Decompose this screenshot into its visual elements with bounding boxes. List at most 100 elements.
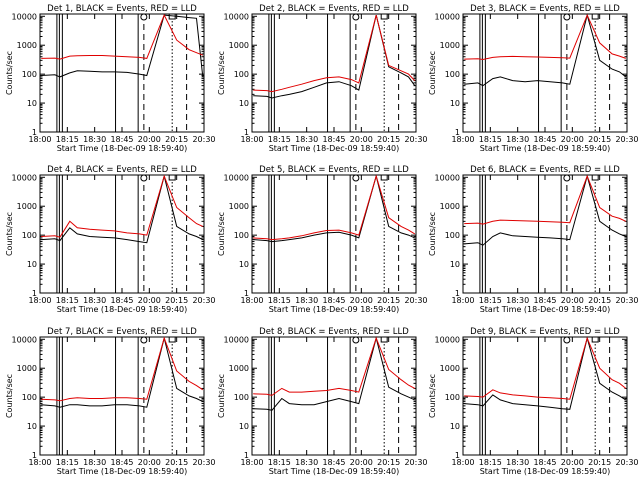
x-tick-label: 20:00 [350,135,373,144]
series-line-events [41,337,204,408]
x-tick-label: 18:30 [83,135,106,144]
y-tick-label: 1 [455,289,460,298]
y-tick-label: 1000 [17,364,37,373]
x-tick-label: 18:45 [110,458,133,467]
panel-det-2: Det 2, BLACK = Events, RED = LLD 1 10 100 10… [217,4,428,153]
flare-square-marker [168,174,176,181]
flare-circle-marker [352,336,360,344]
y-tick-label: 10 [27,99,37,108]
series-line-lld [253,174,416,241]
y-axis-label: Counts/sec [217,374,226,418]
y-tick-label: 10000 [224,335,249,344]
panel-title: Det 6, BLACK = Events, RED = LLD [470,165,620,175]
x-tick-label: 18:15 [268,135,291,144]
x-axis-label: Start Time (18-Dec-09 18:59:40) [480,144,611,153]
x-tick-label: 18:45 [322,135,345,144]
y-tick-label: 10 [450,260,460,269]
x-tick-label: 20:15 [588,458,611,467]
y-tick-label: 1000 [440,41,460,50]
x-tick-label: 18:15 [268,458,291,467]
x-tick-label: 20:00 [138,458,161,467]
x-tick-label: 20:30 [615,296,638,305]
y-tick-label: 1 [455,128,460,137]
x-tick-label: 18:15 [56,296,79,305]
y-tick-label: 100 [445,231,460,240]
y-axis-label: Counts/sec [217,212,226,256]
series-line-events [253,14,416,99]
plot-frame [462,336,628,456]
x-tick-label: 18:00 [451,296,474,305]
plot-frame [39,336,205,456]
panel-det-5: Det 5, BLACK = Events, RED = LLD 1 10 100 10… [217,165,428,314]
x-tick-label: 18:00 [240,296,263,305]
x-tick-label: 18:30 [295,135,318,144]
y-tick-label: 1000 [17,41,37,50]
plot-frame [462,13,628,133]
x-tick-label: 18:00 [28,135,51,144]
series-line-lld [41,336,204,402]
panel-det-1: Det 1, BLACK = Events, RED = LLD 1 10 100 10… [5,4,216,153]
x-tick-label: 20:15 [165,296,188,305]
y-tick-label: 100 [22,70,37,79]
x-tick-label: 18:45 [110,296,133,305]
flare-square-marker [380,336,388,343]
y-axis-label: Counts/sec [5,374,14,418]
y-tick-label: 100 [445,393,460,402]
y-tick-label: 1000 [440,364,460,373]
x-axis-label: Start Time (18-Dec-09 18:59:40) [269,144,400,153]
y-tick-label: 1 [244,289,249,298]
x-tick-label: 20:15 [165,135,188,144]
x-axis-label: Start Time (18-Dec-09 18:59:40) [480,467,611,476]
plot-frame [251,336,417,456]
x-tick-label: 20:15 [165,458,188,467]
x-tick-label: 18:30 [295,296,318,305]
y-axis-label: Counts/sec [217,51,226,95]
x-tick-label: 20:15 [377,458,400,467]
flare-square-marker [591,13,599,20]
x-tick-label: 20:00 [138,135,161,144]
x-tick-label: 20:30 [404,458,427,467]
x-tick-label: 18:45 [322,458,345,467]
x-tick-label: 20:00 [561,296,584,305]
x-tick-label: 18:30 [506,135,529,144]
flare-square-marker [380,13,388,20]
y-tick-label: 10000 [435,173,460,182]
x-tick-label: 20:00 [561,458,584,467]
y-axis-label: Counts/sec [428,51,437,95]
panel-det-7: Det 7, BLACK = Events, RED = LLD 1 10 100 10… [5,327,216,476]
y-tick-label: 100 [234,70,249,79]
x-tick-label: 20:30 [404,296,427,305]
series-line-lld [464,174,627,225]
x-tick-label: 18:30 [506,458,529,467]
panel-det-3: Det 3, BLACK = Events, RED = LLD 1 10 100 10… [428,4,639,153]
flare-circle-marker [352,13,360,21]
x-tick-label: 20:00 [350,296,373,305]
x-tick-label: 20:30 [615,458,638,467]
y-tick-label: 1000 [440,202,460,211]
y-tick-label: 1000 [229,364,249,373]
y-tick-label: 1 [244,451,249,460]
x-axis-label: Start Time (18-Dec-09 18:59:40) [480,305,611,314]
panel-title: Det 1, BLACK = Events, RED = LLD [47,4,197,14]
y-tick-label: 1 [244,128,249,137]
series-line-lld [464,336,627,400]
y-tick-label: 1000 [229,202,249,211]
flare-circle-marker [563,13,571,21]
x-tick-label: 20:00 [561,135,584,144]
x-tick-label: 18:00 [28,458,51,467]
x-axis-label: Start Time (18-Dec-09 18:59:40) [269,467,400,476]
x-tick-label: 18:45 [533,135,556,144]
x-tick-label: 18:00 [240,458,263,467]
plot-frame [462,174,628,294]
y-tick-label: 1000 [17,202,37,211]
series-line-lld [253,336,416,396]
panel-title: Det 3, BLACK = Events, RED = LLD [470,4,620,14]
x-tick-label: 18:45 [322,296,345,305]
x-tick-label: 18:00 [240,135,263,144]
y-tick-label: 10 [239,422,249,431]
y-tick-label: 10 [27,260,37,269]
y-tick-label: 1 [32,451,37,460]
x-axis-label: Start Time (18-Dec-09 18:59:40) [57,467,188,476]
series-line-lld [253,14,416,93]
